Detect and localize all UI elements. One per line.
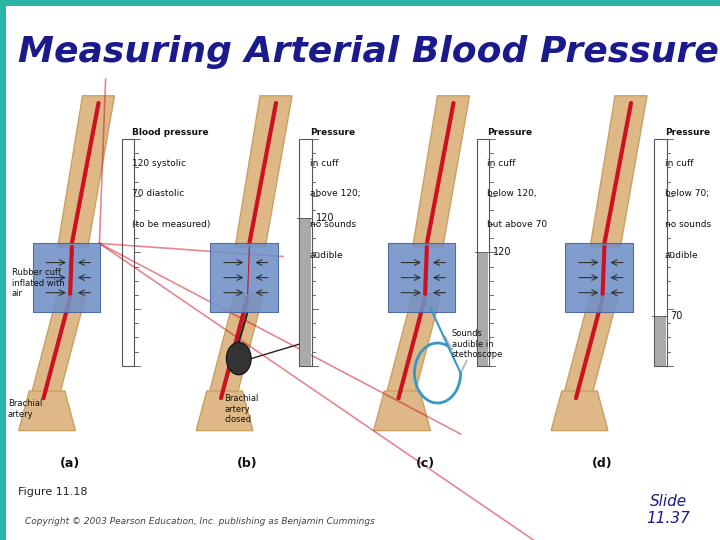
Text: in cuff: in cuff xyxy=(487,159,516,168)
Bar xyxy=(477,139,489,366)
Text: Pressure: Pressure xyxy=(487,128,532,137)
Polygon shape xyxy=(58,96,114,247)
Text: (c): (c) xyxy=(415,456,435,469)
Text: above 120;: above 120; xyxy=(310,190,361,198)
Text: (to be measured): (to be measured) xyxy=(132,220,211,229)
Polygon shape xyxy=(235,96,292,247)
Polygon shape xyxy=(551,391,608,430)
Text: Rubber cuff
inflated with
air: Rubber cuff inflated with air xyxy=(12,268,64,298)
Polygon shape xyxy=(562,294,618,402)
Text: (b): (b) xyxy=(238,456,258,469)
Text: 70 diastolic: 70 diastolic xyxy=(132,190,184,198)
Text: 120 systolic: 120 systolic xyxy=(132,159,186,168)
Polygon shape xyxy=(388,244,455,312)
Text: but above 70: but above 70 xyxy=(487,220,547,229)
Text: (d): (d) xyxy=(593,456,613,469)
Polygon shape xyxy=(196,391,253,430)
Text: 120: 120 xyxy=(315,213,334,224)
Text: 70: 70 xyxy=(670,311,683,321)
Text: Figure 11.18: Figure 11.18 xyxy=(18,487,88,497)
Polygon shape xyxy=(30,294,86,402)
Text: in cuff: in cuff xyxy=(310,159,338,168)
Text: Copyright © 2003 Pearson Education, Inc. publishing as Benjamin Cummings: Copyright © 2003 Pearson Education, Inc.… xyxy=(25,517,375,526)
Bar xyxy=(299,139,312,366)
Polygon shape xyxy=(207,294,264,402)
Text: audible: audible xyxy=(310,251,343,260)
Text: Pressure: Pressure xyxy=(310,128,355,137)
Text: (a): (a) xyxy=(60,456,80,469)
Polygon shape xyxy=(590,96,647,247)
Text: no sounds: no sounds xyxy=(665,220,711,229)
Bar xyxy=(0,0,6,540)
Bar xyxy=(477,252,488,366)
Text: 120: 120 xyxy=(493,247,511,258)
Bar xyxy=(654,139,667,366)
Text: in cuff: in cuff xyxy=(665,159,693,168)
Bar xyxy=(655,316,665,366)
Text: Brachial
artery: Brachial artery xyxy=(8,399,42,418)
Text: Sounds
audible in
stethoscope: Sounds audible in stethoscope xyxy=(451,329,503,359)
Text: Measuring Arterial Blood Pressure: Measuring Arterial Blood Pressure xyxy=(18,35,719,69)
Bar xyxy=(300,218,310,366)
Text: no sounds: no sounds xyxy=(310,220,356,229)
Text: Slide
11.37: Slide 11.37 xyxy=(646,494,690,526)
Polygon shape xyxy=(210,244,278,312)
Polygon shape xyxy=(374,391,431,430)
Bar xyxy=(0,0,720,6)
Text: Brachial
artery
closed: Brachial artery closed xyxy=(225,394,259,424)
Text: audible: audible xyxy=(665,251,698,260)
Bar xyxy=(122,139,134,366)
Text: Blood pressure: Blood pressure xyxy=(132,128,209,137)
Polygon shape xyxy=(413,96,469,247)
Polygon shape xyxy=(19,391,76,430)
Polygon shape xyxy=(33,244,100,312)
Polygon shape xyxy=(565,244,633,312)
Polygon shape xyxy=(384,294,441,402)
Text: Pressure: Pressure xyxy=(665,128,710,137)
Text: below 70;: below 70; xyxy=(665,190,709,198)
Text: below 120,: below 120, xyxy=(487,190,537,198)
Ellipse shape xyxy=(226,342,251,375)
